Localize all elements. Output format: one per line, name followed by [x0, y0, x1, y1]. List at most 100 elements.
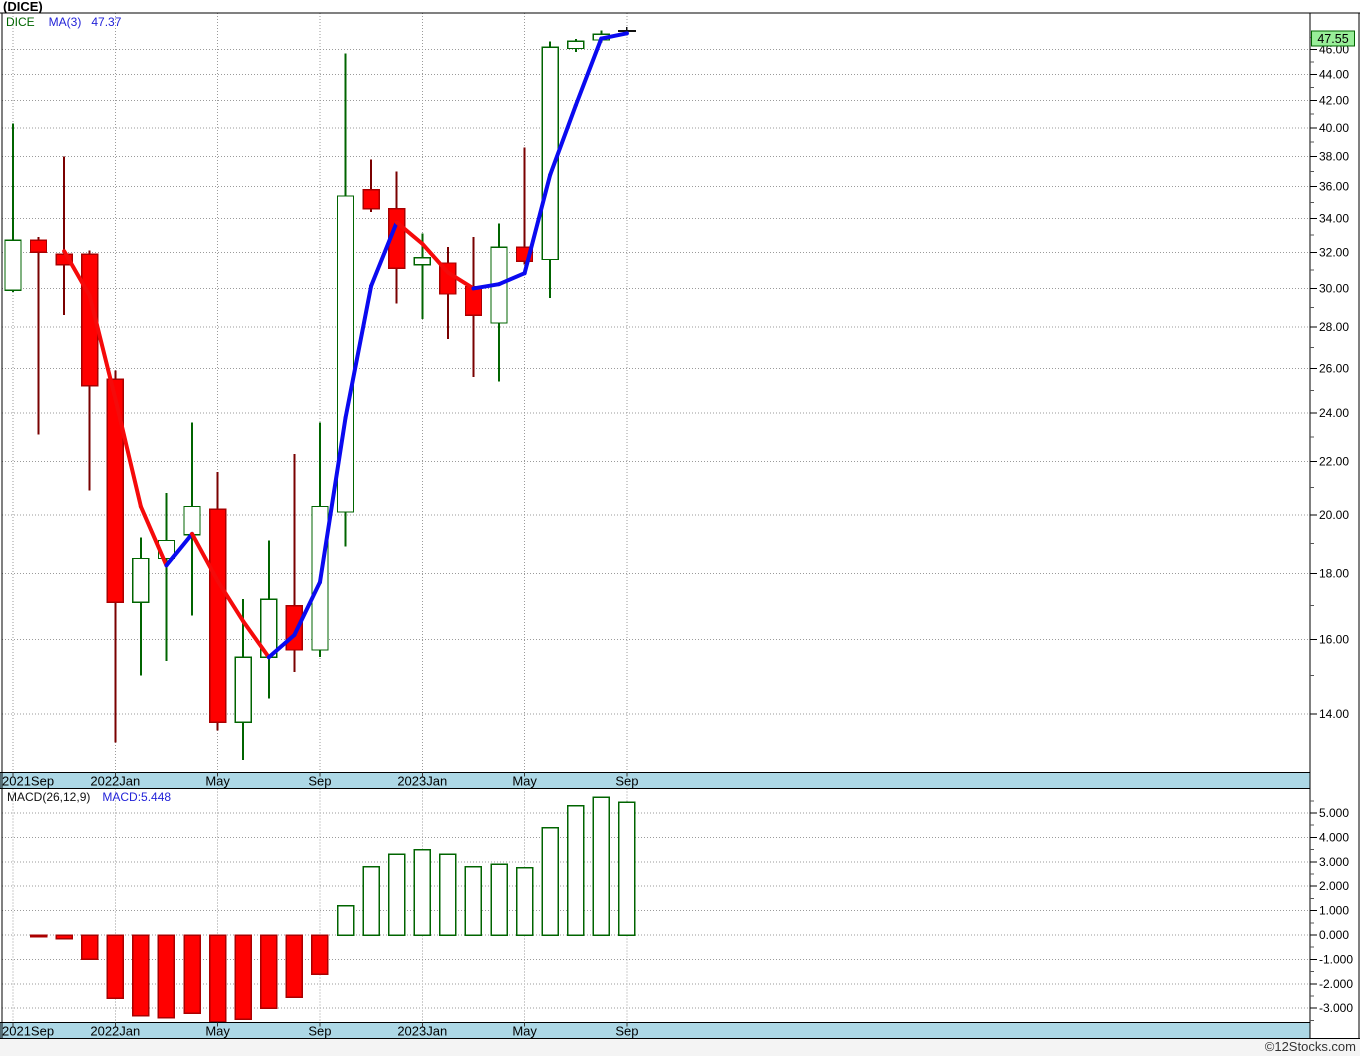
- date-label-upper: 2023Jan: [397, 774, 447, 789]
- date-label-upper: Sep: [308, 774, 331, 789]
- macd-bar-Jul 2023: [567, 804, 585, 936]
- ma3-segment: [241, 619, 271, 660]
- candle-body-Apr 2022: [183, 505, 201, 536]
- price-tick-label: 18.00: [1319, 567, 1349, 581]
- macd-tick-label: -2.000: [1319, 977, 1353, 991]
- macd-bar-Mar 2022: [157, 934, 176, 1019]
- candle-body-Oct 2021: [29, 239, 48, 254]
- ma3-segment: [548, 103, 578, 177]
- macd-bar-Dec 2022: [387, 853, 406, 936]
- macd-bar-Sep 2023: [618, 801, 636, 936]
- legend-ma-value: 47.37: [91, 15, 122, 29]
- date-label-upper: 2021Sep: [2, 774, 54, 789]
- ma3-segment: [343, 284, 374, 420]
- price-tick-label: 32.00: [1319, 245, 1349, 259]
- ma3-segment: [190, 531, 220, 583]
- date-label-upper: May: [512, 774, 537, 789]
- date-label-lower: 2022Jan: [90, 1024, 140, 1039]
- macd-tick-label: -1.000: [1319, 952, 1353, 966]
- macd-legend-current: MACD:5.448: [102, 790, 172, 804]
- macd-bar-May 2023: [515, 867, 534, 936]
- candle-body-Nov 2022: [362, 189, 380, 210]
- price-tick-label: 16.00: [1319, 633, 1349, 647]
- price-tick-label: 30.00: [1319, 281, 1349, 295]
- date-label-upper: 2022Jan: [90, 774, 140, 789]
- macd-tick-label: 2.000: [1319, 879, 1349, 893]
- ma3-segment: [394, 220, 425, 246]
- ma3-segment: [87, 293, 118, 401]
- macd-tick-label: 1.000: [1319, 904, 1349, 918]
- price-tick-label: 22.00: [1319, 455, 1349, 469]
- date-label-lower: 2023Jan: [397, 1024, 447, 1039]
- macd-bar-Feb 2022: [132, 934, 150, 1017]
- macd-bar-May 2022: [208, 934, 227, 1023]
- macd-bar-Jun 2023: [541, 826, 559, 936]
- macd-bar-Apr 2023: [490, 863, 508, 936]
- ma3-segment: [215, 578, 246, 624]
- macd-tick-label: -3.000: [1319, 1001, 1353, 1015]
- macd-bar-Sep 2022: [311, 934, 329, 975]
- candle-body-Jan 2023: [413, 256, 431, 266]
- ma3-segment: [292, 580, 322, 637]
- ma3-segment: [599, 31, 629, 41]
- copyright-label: ©12Stocks.com: [1264, 1039, 1356, 1054]
- candle-body-May 2022: [208, 508, 227, 723]
- macd-tick-label: 4.000: [1319, 830, 1349, 844]
- last-price-label: 47.55: [1317, 32, 1348, 46]
- candle-body-Mar 2023: [464, 285, 483, 316]
- date-label-lower: Sep: [615, 1024, 638, 1039]
- ma3-segment: [62, 249, 92, 298]
- price-tick-label: 34.00: [1319, 212, 1349, 226]
- ma3-segment: [445, 270, 476, 291]
- macd-bar-Oct 2021: [29, 934, 48, 938]
- macd-bar-Nov 2021: [55, 934, 73, 940]
- candle-body-Sep 2021: [4, 239, 22, 291]
- legend-ma-label: MA(3): [48, 15, 82, 29]
- macd-bar-Apr 2022: [183, 934, 201, 1014]
- ma3-segment: [522, 172, 553, 276]
- candle-body-Feb 2022: [132, 557, 150, 604]
- date-bar-upper: [0, 772, 1311, 789]
- macd-bar-Aug 2022: [285, 934, 304, 998]
- date-label-upper: Sep: [615, 774, 638, 789]
- ma3-segment: [497, 271, 527, 287]
- macd-bar-Jun 2022: [234, 934, 252, 1020]
- ma3-segment: [420, 241, 450, 275]
- ma3-segment: [266, 632, 297, 660]
- ma3-segment: [471, 282, 502, 291]
- macd-bar-Jul 2022: [260, 934, 278, 1009]
- price-tick-label: 28.00: [1319, 320, 1349, 334]
- price-tick-label: 36.00: [1319, 180, 1349, 194]
- price-tick-label: 20.00: [1319, 508, 1349, 522]
- price-tick-label: 40.00: [1319, 121, 1349, 135]
- legend-symbol: DICE: [6, 15, 35, 29]
- ma3-segment: [113, 396, 143, 509]
- price-tick-label: 26.00: [1319, 361, 1349, 375]
- price-tick-label: 14.00: [1319, 707, 1349, 721]
- last-price-badge: [1310, 30, 1356, 47]
- footer-strip: [0, 1038, 1360, 1056]
- macd-bar-Dec 2021: [80, 934, 99, 961]
- macd-bar-Nov 2022: [362, 865, 380, 936]
- ma3-segment: [573, 36, 604, 108]
- ma3-segment: [164, 531, 195, 568]
- date-label-lower: May: [512, 1024, 537, 1039]
- macd-bar-Aug 2023: [592, 796, 611, 936]
- macd-bar-Jan 2023: [413, 848, 432, 936]
- macd-legend: MACD(26,12,9) MACD:5.448: [7, 790, 171, 804]
- macd-bar-Mar 2023: [464, 865, 483, 936]
- price-tick-label: 42.00: [1319, 94, 1349, 108]
- macd-bar-Oct 2022: [336, 904, 355, 936]
- candle-body-Jun 2023: [541, 46, 559, 261]
- price-tick-label: 24.00: [1319, 406, 1349, 420]
- macd-bar-Jan 2022: [106, 934, 125, 1000]
- ma3-segment: [138, 504, 169, 568]
- date-label-upper: May: [205, 774, 230, 789]
- macd-bar-Feb 2023: [439, 853, 457, 936]
- candle-body-Jun 2022: [234, 656, 252, 723]
- macd-tick-label: 0.000: [1319, 928, 1349, 942]
- date-label-lower: Sep: [308, 1024, 331, 1039]
